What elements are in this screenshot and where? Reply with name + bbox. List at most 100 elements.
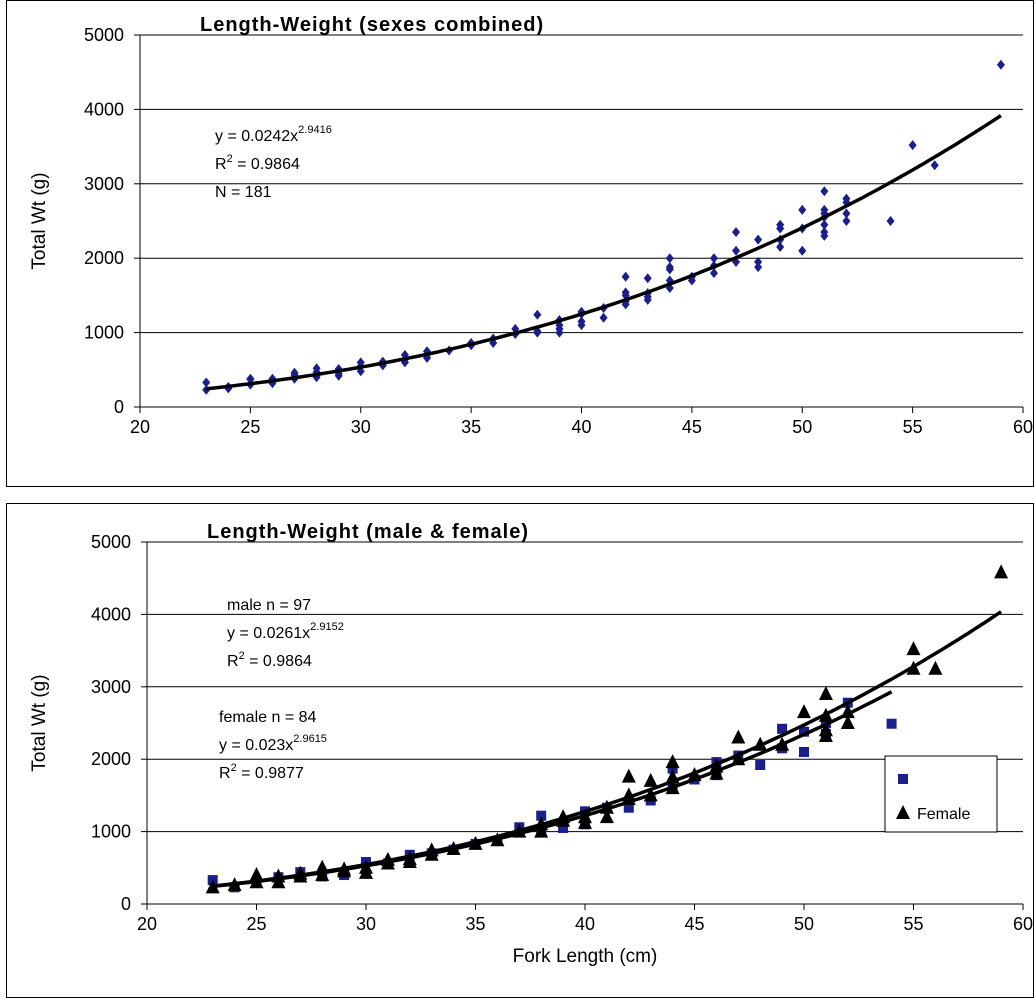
series-diamond <box>202 59 1005 395</box>
data-point <box>754 256 763 267</box>
data-point <box>820 227 829 238</box>
data-point <box>820 219 829 230</box>
x-tick-label: 30 <box>351 417 371 437</box>
data-point <box>754 262 763 273</box>
data-point <box>886 216 895 226</box>
data-point <box>799 746 809 757</box>
legend-label: Female <box>917 806 970 823</box>
data-point <box>818 722 833 737</box>
chart-title: Length-Weight (sexes combined) <box>200 14 544 36</box>
data-point <box>643 772 658 787</box>
data-point <box>820 186 829 197</box>
data-point <box>356 357 365 368</box>
annotation-n: N = 181 <box>215 184 272 201</box>
data-point <box>818 686 833 701</box>
x-tick-label: 35 <box>465 914 485 934</box>
trendline-annotation: male n = 97 y = 0.0261x2.9152 R2 = 0.9864 <box>227 597 344 670</box>
data-point <box>777 723 788 734</box>
x-tick-label: 30 <box>356 914 376 934</box>
data-point <box>930 160 939 171</box>
data-point <box>621 271 630 282</box>
annotation-n: male n = 97 <box>227 597 311 614</box>
y-tick-label: 0 <box>121 894 131 914</box>
data-point <box>246 373 255 384</box>
data-point <box>908 140 917 151</box>
equation-exponent: 2.9416 <box>298 124 332 136</box>
data-point <box>842 208 851 219</box>
data-point <box>754 234 763 245</box>
data-point <box>886 718 897 729</box>
trendline-female <box>212 610 1003 888</box>
series-female <box>205 564 1009 894</box>
y-tick-label: 4000 <box>84 99 124 119</box>
y-tick-label: 1000 <box>84 323 124 343</box>
data-point <box>709 268 718 279</box>
x-tick-label: 60 <box>1013 417 1033 437</box>
r-squared-label: R <box>227 653 239 670</box>
r-squared-value: = 0.9864 <box>245 653 312 670</box>
legend-marker-square <box>898 774 908 784</box>
data-point <box>665 754 680 769</box>
x-tick-label: 25 <box>240 417 260 437</box>
equation-exponent: 2.9152 <box>310 621 344 633</box>
series-square <box>207 697 897 893</box>
chart-panel-sexes-combined: 0 1000 2000 3000 4000 5000 20 25 30 35 40 45 50 55 60 T… <box>6 0 1034 487</box>
data-point <box>534 823 549 838</box>
y-tick-label: 5000 <box>84 25 124 45</box>
r-squared-label: R <box>219 765 231 782</box>
data-point <box>820 204 829 215</box>
data-point <box>776 242 785 253</box>
y-tick-label: 3000 <box>91 677 131 697</box>
trendline-power-fit <box>206 114 1002 391</box>
equation-base: y = 0.0261x <box>227 625 310 642</box>
y-tick-label: 1000 <box>91 822 131 842</box>
equation-exponent: 2.9615 <box>293 733 327 745</box>
y-axis-title: Total Wt (g) <box>29 674 50 771</box>
data-point <box>621 768 636 783</box>
chart-male-female: 0 1000 2000 3000 4000 5000 20 25 30 35 40 45 50 55 60 T… <box>29 521 1033 967</box>
data-point <box>665 262 674 273</box>
data-point <box>994 564 1009 579</box>
y-tick-label: 3000 <box>84 174 124 194</box>
data-point <box>799 726 809 737</box>
data-point <box>599 809 614 824</box>
x-tick-label: 40 <box>575 914 595 934</box>
x-tick-label: 35 <box>461 417 481 437</box>
trendline-annotation: y = 0.0242x2.9416 R2 = 0.9864 N = 181 <box>215 124 332 201</box>
data-point <box>599 312 608 323</box>
annotation-equation: y = 0.0261x2.9152 <box>227 621 344 642</box>
legend-box <box>884 755 998 833</box>
annotation-r-squared: R2 = 0.9877 <box>219 762 304 782</box>
data-point <box>996 59 1005 70</box>
r-squared-superscript: 2 <box>239 650 245 662</box>
data-point <box>709 253 718 264</box>
trendline-annotation: female n = 84 y = 0.023x2.9615 R2 = 0.9877 <box>219 709 327 782</box>
r-squared-superscript: 2 <box>231 762 237 774</box>
x-tick-label: 60 <box>1013 914 1033 934</box>
x-axis-title: Fork Length (cm) <box>513 946 658 967</box>
legend-marker-triangle <box>896 805 910 819</box>
equation-base: y = 0.023x <box>219 737 293 754</box>
y-tick-label: 4000 <box>91 604 131 624</box>
data-point <box>798 204 807 215</box>
chart-title: Length-Weight (male & female) <box>207 521 529 543</box>
y-tick-label: 2000 <box>84 248 124 268</box>
x-tick-label: 55 <box>903 417 923 437</box>
data-point <box>842 193 851 204</box>
data-point <box>643 273 652 284</box>
annotation-equation: y = 0.023x2.9615 <box>219 733 327 754</box>
data-point <box>536 810 547 821</box>
data-point <box>558 822 569 833</box>
y-tick-label: 0 <box>114 397 124 417</box>
equation-base: y = 0.0242x <box>215 128 298 145</box>
data-point <box>249 867 264 882</box>
data-point <box>577 316 586 327</box>
data-point <box>623 802 634 813</box>
data-point <box>731 729 746 744</box>
data-point <box>755 759 766 770</box>
x-tick-label: 40 <box>571 417 591 437</box>
data-point <box>732 256 741 267</box>
x-tick-label: 50 <box>792 417 812 437</box>
data-point <box>732 227 741 238</box>
y-axis-title: Total Wt (g) <box>29 172 50 269</box>
